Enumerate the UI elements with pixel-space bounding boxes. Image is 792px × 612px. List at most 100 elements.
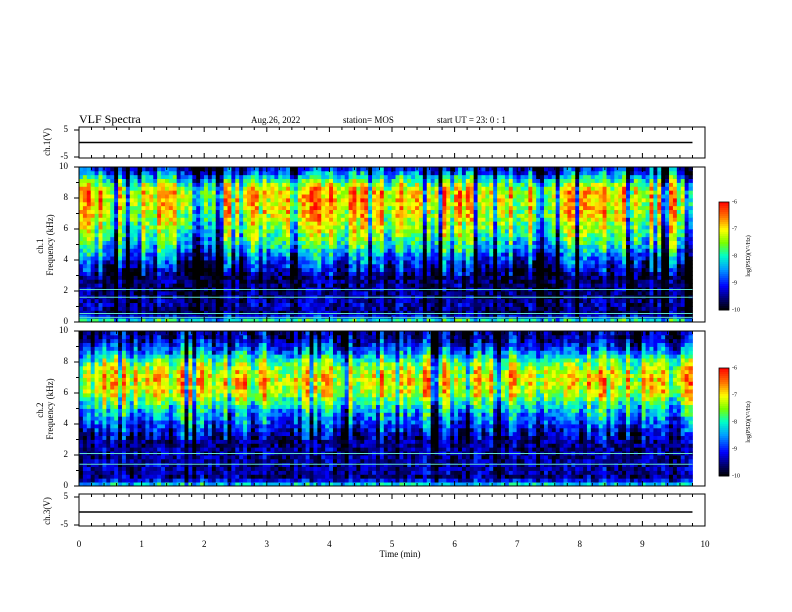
spectrogram-cell <box>313 221 318 226</box>
spectrogram-cell <box>332 217 338 222</box>
spectrogram-cell <box>204 271 209 276</box>
spectrogram-cell <box>94 221 99 226</box>
spectrogram-cell <box>164 205 170 211</box>
spectrogram-cell <box>309 298 314 304</box>
spectrogram-cell <box>98 182 103 187</box>
spectrogram-cell <box>90 205 96 211</box>
spectrogram-cell <box>176 232 181 238</box>
spectrogram-cell <box>426 205 432 211</box>
spectrogram-cell <box>551 232 557 238</box>
spectrogram-cell <box>286 205 291 211</box>
spectrogram-cell <box>536 283 541 288</box>
spectrogram-cell <box>430 205 435 211</box>
spectrogram-cell <box>157 267 162 273</box>
spectrogram-cell <box>540 306 545 311</box>
spectrogram-cell <box>82 271 88 276</box>
spectrogram-cell <box>110 302 115 307</box>
spectrogram-cell <box>309 221 314 226</box>
spectrogram-cell <box>278 174 283 180</box>
spectrogram-cell <box>274 256 279 261</box>
spectrogram-cell <box>532 217 537 222</box>
spectrogram-cell <box>305 240 310 245</box>
spectrogram-cell <box>114 256 119 261</box>
spectrogram-cell <box>512 271 518 276</box>
spectrogram-cell <box>528 201 533 207</box>
spectrogram-cell <box>332 252 338 257</box>
spectrogram-cell <box>254 314 260 319</box>
spectrogram-cell <box>504 167 510 172</box>
spectrogram-cell <box>508 213 514 218</box>
spectrogram-cell <box>293 205 299 211</box>
spectrogram-cell <box>192 240 197 245</box>
spectrogram-cell <box>321 240 326 245</box>
spectrogram-cell <box>86 186 92 191</box>
spectrogram-cell <box>141 194 146 199</box>
spectrogram-cell <box>239 252 244 257</box>
spectrogram-cell <box>145 283 150 288</box>
spectrogram-cell <box>372 198 377 203</box>
spectrogram-cell <box>133 275 139 280</box>
spectrogram-cell <box>524 174 529 180</box>
spectrogram-cell <box>336 209 342 214</box>
spectrogram-cell <box>106 194 111 199</box>
spectrogram-cell <box>102 225 107 230</box>
spectrogram-cell <box>493 302 498 307</box>
spectrogram-cell <box>360 283 365 288</box>
spectrogram-cell <box>461 198 467 203</box>
spectrogram-cell <box>450 260 455 265</box>
spectrogram-cell <box>469 271 475 276</box>
spectrogram-cell <box>477 244 482 249</box>
spectrogram-cell <box>446 252 451 257</box>
spectrogram-cell <box>86 252 92 257</box>
spectrogram-cell <box>532 263 537 269</box>
spectrogram-cell <box>192 167 197 172</box>
spectrogram-cell <box>305 298 310 304</box>
spectrogram-cell <box>82 182 88 187</box>
spectrogram-cell <box>145 310 150 315</box>
spectrogram-cell <box>106 248 111 253</box>
spectrogram-cell <box>313 190 318 195</box>
spectrogram-cell <box>180 256 185 261</box>
spectrogram-cell <box>407 291 412 296</box>
spectrogram-cell <box>516 267 521 273</box>
spectrogram-cell <box>501 314 506 319</box>
spectrogram-cell <box>247 198 252 203</box>
spectrogram-cell <box>313 194 318 199</box>
spectrogram-cell <box>418 170 424 176</box>
spectrogram-cell <box>102 310 107 315</box>
spectrogram-cell <box>196 182 201 187</box>
spectrogram-cell <box>231 298 236 304</box>
spectrogram-cell <box>446 217 451 222</box>
spectrogram-cell <box>415 310 420 315</box>
spectrogram-cell <box>372 190 377 195</box>
spectrogram-cell <box>172 291 178 296</box>
spectrogram-cell <box>297 221 303 226</box>
spectrogram-cell <box>290 306 295 311</box>
spectrogram-cell <box>90 201 96 207</box>
spectrogram-cell <box>473 244 478 249</box>
spectrogram-cell <box>211 263 217 269</box>
spectrogram-cell <box>188 213 193 218</box>
spectrogram-cell <box>489 275 494 280</box>
spectrogram-cell <box>157 217 162 222</box>
spectrogram-cell <box>430 260 435 265</box>
spectrogram-cell <box>399 252 404 257</box>
spectrogram-cell <box>145 205 150 211</box>
spectrogram-cell <box>196 190 201 195</box>
spectrogram-cell <box>235 306 240 311</box>
spectrogram-cell <box>540 298 545 304</box>
spectrogram-cell <box>524 182 529 187</box>
spectrogram-cell <box>329 248 334 253</box>
spectrogram-cell <box>297 314 303 319</box>
spectrogram-cell <box>536 182 541 187</box>
spectrogram-cell <box>286 213 291 218</box>
spectrogram-cell <box>82 240 88 245</box>
spectrogram-cell <box>372 232 377 238</box>
spectrogram-cell <box>536 229 541 234</box>
spectrogram-cell <box>118 170 123 176</box>
spectrogram-cell <box>395 205 400 211</box>
spectrogram-cell <box>79 310 84 315</box>
spectrogram-cell <box>383 291 389 296</box>
spectrogram-cell <box>426 298 432 304</box>
spectrogram-cell <box>239 314 244 319</box>
